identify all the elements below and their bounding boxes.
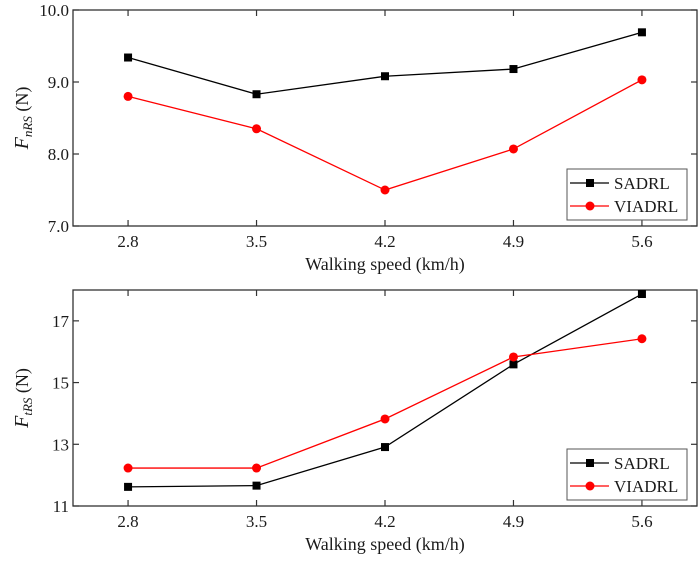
x-tick-label: 4.9 [503, 232, 524, 251]
legend-box [566, 168, 688, 221]
data-point-circle [637, 334, 647, 344]
series-line-sadrl [128, 293, 643, 488]
chart-normal-force: 2.8 3.5 4.2 4.9 5.6 7.0 8.0 9.0 10.0 Walking spee… [11, 1, 698, 275]
data-point-circle [380, 185, 390, 195]
data-point-circle [252, 463, 262, 473]
y-tick-label: 7.0 [48, 217, 69, 236]
y-axis-symbol: F [11, 415, 33, 429]
y-axis-unit: (N) [12, 368, 33, 398]
legend-box [566, 448, 688, 501]
data-point-square [252, 90, 261, 99]
data-point-circle [637, 75, 647, 85]
x-tick-label: 5.6 [631, 232, 652, 251]
legend-label: SADRL [614, 454, 670, 473]
chart-tangential-force: 2.8 3.5 4.2 4.9 5.6 11 13 15 17 Walking speed (km… [11, 289, 698, 555]
data-point-square [509, 360, 518, 369]
series-line-viadrl [127, 79, 643, 191]
data-point-square [381, 72, 389, 81]
x-tick-label: 5.6 [631, 512, 652, 531]
series-sadrl [124, 28, 646, 99]
series-sadrl [124, 290, 646, 491]
x-axis-title: Walking speed (km/h) [305, 254, 465, 275]
y-tick-label: 15 [52, 374, 69, 393]
data-point-square [124, 482, 133, 491]
legend: SADRL VIADRL [566, 448, 688, 501]
data-point-square [509, 65, 518, 74]
series-line-sadrl [127, 31, 643, 95]
data-point-square [124, 53, 133, 62]
x-tick-label: 3.5 [246, 512, 267, 531]
y-axis-unit: (N) [12, 87, 33, 117]
data-point-circle [123, 463, 133, 473]
series-viadrl [123, 75, 647, 195]
y-axis-title: FtRS (N) [11, 368, 35, 429]
legend-label: SADRL [614, 174, 670, 193]
y-axis-subscript: nRS [20, 116, 35, 137]
legend-label: VIADRL [614, 477, 678, 496]
y-axis-symbol: F [11, 136, 33, 150]
y-tick-label: 17 [52, 312, 70, 331]
data-point-circle [380, 414, 390, 424]
data-point-circle [508, 352, 518, 362]
data-point-square [637, 28, 646, 37]
legend: SADRL VIADRL [566, 168, 688, 221]
y-axis-subscript: tRS [20, 397, 35, 416]
x-tick-label: 3.5 [246, 232, 267, 251]
x-tick-label: 4.2 [374, 232, 395, 251]
y-tick-label: 11 [53, 497, 69, 516]
legend-label: VIADRL [614, 197, 678, 216]
x-tick-label: 2.8 [117, 512, 138, 531]
y-tick-label: 13 [52, 435, 69, 454]
x-tick-label: 4.2 [374, 512, 395, 531]
y-tick-label: 9.0 [48, 73, 69, 92]
y-tick-label: 10.0 [39, 1, 69, 20]
legend-marker-square [586, 179, 594, 187]
legend-marker-circle [585, 481, 595, 491]
legend-marker-square [586, 459, 594, 467]
data-point-circle [508, 144, 518, 154]
x-tick-label: 2.8 [117, 232, 138, 251]
data-point-circle [252, 124, 262, 134]
legend-marker-circle [585, 201, 595, 211]
x-tick-label: 4.9 [503, 512, 524, 531]
x-axis-title: Walking speed (km/h) [305, 534, 465, 555]
data-point-square [252, 481, 261, 490]
y-tick-label: 8.0 [48, 145, 69, 164]
data-point-square [381, 443, 389, 452]
y-axis-title: FnRS (N) [11, 87, 35, 151]
series-viadrl [123, 334, 647, 473]
data-point-square [637, 290, 646, 299]
data-point-circle [123, 91, 133, 101]
